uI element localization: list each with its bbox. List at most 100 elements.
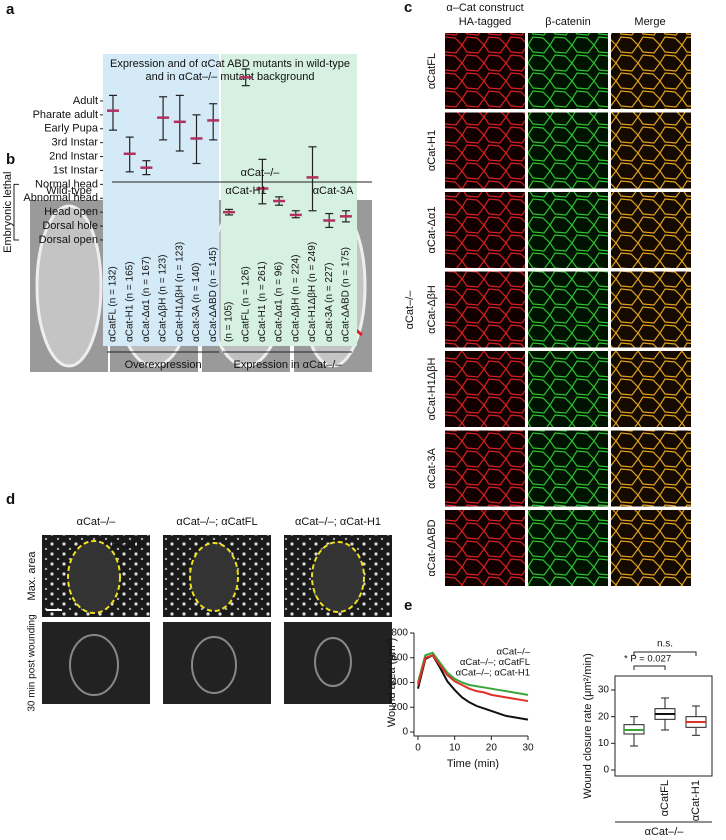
x-tick-label: αCat-H1 (n = 261) — [257, 261, 268, 342]
panel-letter: e — [404, 597, 412, 614]
wound-images — [42, 535, 392, 704]
y-tick-label: 20 — [598, 711, 610, 722]
row-label: αCat-ΔABD — [426, 519, 438, 576]
annotation: n.s. — [657, 639, 673, 650]
series-line — [417, 651, 529, 696]
annotation: * P = 0.027 — [624, 654, 671, 665]
x-tick-label: (n = 105) — [224, 302, 235, 342]
y-tick-label: 600 — [391, 652, 408, 663]
x-tick-label: 30 — [522, 743, 534, 754]
x-tick-label: αCat-Δα1 (n = 96) — [274, 262, 285, 342]
sig-bracket — [633, 651, 697, 656]
y-tick-label: Early Pupa — [44, 123, 99, 135]
image-label: αCat-H1 — [225, 185, 266, 197]
micrograph — [445, 192, 525, 268]
column-header: Merge — [634, 16, 665, 28]
micrograph — [445, 33, 525, 109]
image-label: αCat–/– — [241, 167, 281, 179]
micrograph — [445, 430, 525, 507]
y-tick-label: Adult — [73, 95, 98, 107]
y-tick-label: Head open — [44, 206, 98, 218]
x-tick-label: αCat-ΔβH (n = 224) — [290, 255, 301, 342]
row-label: Max. area — [26, 551, 38, 601]
legend-entry: αCat–/– — [497, 647, 531, 658]
column-header: αCat–/–; αCat-H1 — [295, 516, 381, 528]
column-header: HA-tagged — [459, 16, 512, 28]
plot-frame — [614, 675, 713, 777]
x-tick-label: αCat-H1ΔβH (n = 123) — [174, 242, 185, 342]
x-tick-label: αCat-3A (n = 227) — [324, 263, 335, 342]
x-tick-label: αCatFL — [659, 780, 671, 816]
y-tick-label: Dorsal open — [39, 234, 98, 246]
x-tick-label: αCat-ΔABD (n = 175) — [341, 247, 352, 342]
x-tick-label: 0 — [415, 743, 421, 754]
y-tick-label: 400 — [391, 677, 408, 688]
micrograph — [445, 112, 525, 189]
micrograph — [611, 112, 691, 189]
group-label: αCat–/– — [645, 826, 685, 838]
y-tick-label: 800 — [391, 628, 408, 639]
axes — [413, 633, 528, 737]
panel-letter: a — [6, 1, 15, 18]
x-tick-label: αCat-H1ΔβH (n = 249) — [307, 242, 318, 342]
image-label: αCat-3A — [313, 185, 354, 197]
y-tick-label: 200 — [391, 702, 408, 713]
x-tick-label: 20 — [486, 743, 498, 754]
y-tick-label: 0 — [603, 765, 609, 776]
chart-title: and in αCat–/– mutant background — [145, 71, 314, 83]
x-tick-label: αCat-H1 (n = 165) — [124, 261, 135, 342]
micrograph — [611, 192, 691, 268]
micrograph — [528, 430, 608, 507]
row-label: 30 min post wounding — [27, 614, 38, 711]
x-tick-label: αCat-ΔβH (n = 123) — [158, 255, 169, 342]
panel-letter: d — [6, 491, 15, 508]
legend-entry: αCat–/–; αCatFL — [460, 657, 530, 668]
micrograph — [611, 271, 691, 348]
group-background — [103, 54, 219, 346]
column-header: αCat–/–; αCatFL — [176, 516, 257, 528]
y-tick-label: Normal head — [35, 178, 98, 190]
micrograph — [611, 430, 691, 507]
x-tick-label: αCat-ΔABD (n = 145) — [208, 247, 219, 342]
x-tick-label: αCat-H1 — [690, 780, 702, 821]
micrograph — [611, 510, 691, 586]
column-header: αCat–/– — [77, 516, 117, 528]
y-tick-label: 2nd Instar — [49, 150, 98, 162]
micrograph — [611, 351, 691, 427]
y-axis-label: Wound area (μm²) — [386, 638, 398, 727]
group-background — [221, 54, 357, 346]
micrograph — [528, 112, 608, 189]
series-line — [417, 654, 529, 703]
row-label: αCat-Δα1 — [426, 207, 438, 254]
side-label: αCat–/– — [404, 290, 416, 330]
y-tick-label: 0 — [402, 727, 408, 738]
group-label: Expression in αCat–/– — [234, 359, 343, 371]
micrograph — [445, 271, 525, 348]
y-tick-label: 10 — [598, 738, 610, 749]
x-axis-label: Time (min) — [447, 758, 499, 770]
column-header: α–Cat construct — [446, 2, 523, 14]
micrograph — [528, 271, 608, 348]
panel-letter: c — [404, 0, 412, 16]
panel-letter: b — [6, 151, 15, 168]
image-label: Wild-type — [46, 185, 92, 197]
y-tick-label: 1st Instar — [53, 164, 99, 176]
y-group-label: Embryonic lethal — [2, 171, 14, 252]
embryo — [35, 204, 103, 368]
micrograph — [445, 510, 525, 586]
row-label: αCat-H1ΔβH — [426, 358, 438, 421]
y-tick-label: Pharate adult — [33, 109, 98, 121]
sig-bracket — [633, 665, 666, 670]
x-tick-label: αCatFL (n = 132) — [108, 266, 119, 342]
micrograph — [528, 510, 608, 586]
column-header: β-catenin — [545, 16, 590, 28]
row-label: αCat-ΔβH — [426, 285, 438, 334]
row-label: αCatFL — [426, 53, 438, 89]
y-tick-label: Dorsal hole — [42, 220, 98, 232]
stain-label: F-actin — [111, 539, 145, 551]
micrograph — [528, 351, 608, 427]
legend-entry: αCat–/–; αCat-H1 — [456, 668, 530, 679]
y-tick-label: 3rd Instar — [52, 137, 99, 149]
